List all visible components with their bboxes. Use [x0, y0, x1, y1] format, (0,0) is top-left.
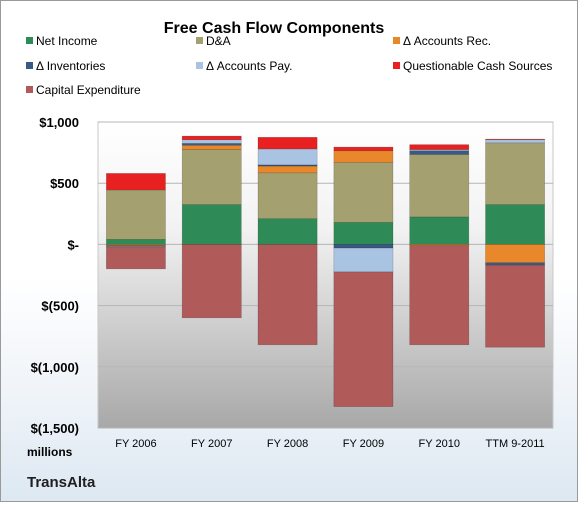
- bar-1-series-2: [181, 144, 242, 150]
- bar-2-series-1: [257, 172, 318, 219]
- gridlines: [98, 121, 553, 429]
- legend-swatch-0: [26, 37, 33, 44]
- y-tick-label-3: $(500): [41, 299, 79, 314]
- legend-label-6: Capital Expenditure: [36, 83, 141, 97]
- bar-1-series-4: [181, 139, 242, 144]
- bar-3-series-1: [333, 162, 394, 223]
- bar-2-series-6: [257, 244, 318, 346]
- bar-1-series-0: [181, 204, 242, 245]
- bar-1-series-5: [181, 135, 242, 141]
- x-axis: FY 2006 FY 2007 FY 2008 FY 2009 FY 2010 TTM 9…: [115, 438, 544, 450]
- bar-1-series-6: [181, 244, 242, 319]
- bar-4-series-6: [409, 245, 470, 346]
- bar-0-series-5: [106, 173, 166, 191]
- bar-4-series-5: [409, 144, 470, 150]
- bar-1-series-1: [181, 149, 242, 205]
- legend-label-2: Δ Accounts Rec.: [403, 34, 491, 48]
- legend-label-3: Δ Inventories: [36, 59, 105, 73]
- bar-3-series-4: [333, 247, 394, 273]
- y-tick-label-4: $(1,000): [31, 360, 79, 375]
- bar-5-series-5: [485, 138, 545, 141]
- legend-label-4: Δ Accounts Pay.: [206, 59, 293, 73]
- bar-4-series-0: [409, 216, 470, 245]
- bar-0-series-6: [106, 246, 166, 270]
- legend-swatch-1: [196, 37, 203, 44]
- x-tick-label-5: TTM 9-2011: [486, 438, 545, 450]
- bar-0-series-4: [106, 245, 166, 248]
- legend-swatch-4: [196, 62, 203, 69]
- bar-3-series-3: [333, 244, 394, 249]
- bar-5-series-0: [485, 204, 545, 245]
- bar-3-series-6: [333, 271, 394, 407]
- legend-label-0: Net Income: [36, 34, 98, 48]
- x-tick-label-2: FY 2008: [267, 438, 308, 450]
- bar-5-series-3: [485, 262, 545, 266]
- bar-3-series-2: [333, 150, 394, 163]
- legend: Net Income D&A Δ Accounts Rec. Δ Inventorie…: [26, 34, 552, 97]
- bar-5-series-6: [485, 264, 545, 348]
- bar-4-series-1: [409, 154, 470, 218]
- bar-5-series-2: [485, 244, 545, 264]
- chart-title: Free Cash Flow Components: [164, 20, 385, 37]
- x-tick-label-0: FY 2006: [115, 438, 156, 450]
- bar-0-series-0: [106, 239, 166, 245]
- legend-swatch-5: [393, 62, 400, 69]
- bar-5-series-4: [485, 139, 545, 144]
- legend-label-1: D&A: [206, 34, 231, 48]
- bar-4-series-3: [409, 150, 470, 155]
- bar-3-series-0: [333, 222, 394, 245]
- bar-3-series-5: [333, 146, 394, 152]
- bar-2-series-2: [257, 165, 318, 174]
- bar-2-series-4: [257, 148, 318, 166]
- x-tick-label-1: FY 2007: [191, 438, 232, 450]
- source-label: TransAlta: [27, 474, 96, 491]
- legend-swatch-6: [26, 86, 33, 93]
- x-tick-label-4: FY 2010: [419, 438, 460, 450]
- bar-5-series-1: [485, 142, 545, 205]
- y-tick-label-2: $-: [67, 237, 79, 252]
- y-tick-label-5: $(1,500): [31, 421, 79, 436]
- plot-area: [97, 121, 554, 429]
- x-tick-label-3: FY 2009: [343, 438, 384, 450]
- legend-label-5: Questionable Cash Sources: [403, 59, 552, 73]
- unit-label: millions: [27, 445, 73, 459]
- bar-2-series-5: [257, 137, 318, 150]
- legend-swatch-3: [26, 62, 33, 69]
- y-axis: $1,000 $500 $- $(500) $(1,000) $(1,500): [31, 115, 79, 436]
- y-tick-label-1: $500: [50, 176, 79, 191]
- y-tick-label-0: $1,000: [39, 115, 79, 130]
- legend-swatch-2: [393, 37, 400, 44]
- bar-2-series-0: [257, 218, 318, 245]
- bars: [106, 135, 545, 407]
- bar-0-series-1: [106, 189, 166, 240]
